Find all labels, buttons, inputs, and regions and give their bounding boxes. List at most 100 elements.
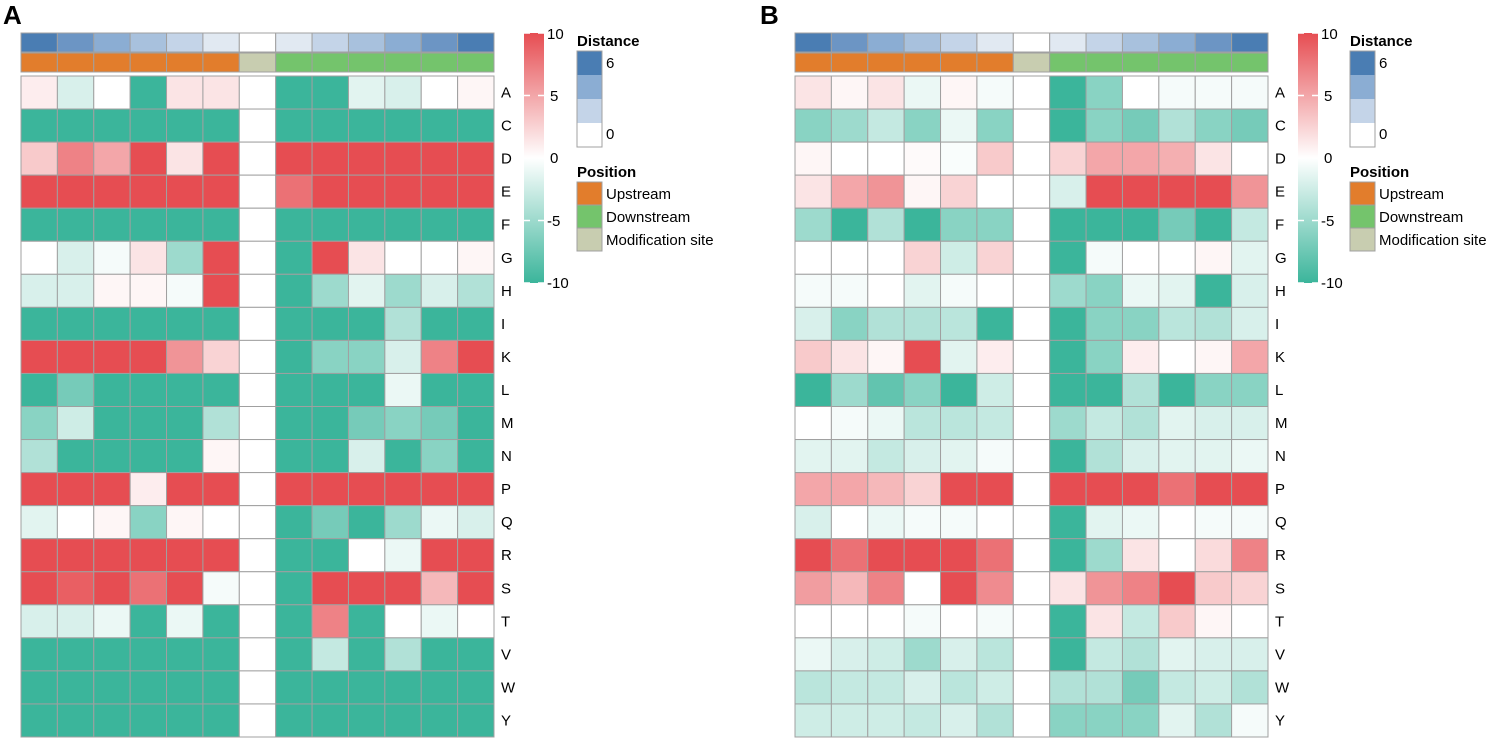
heatmap-cell	[20, 406, 58, 441]
heatmap-cell	[166, 273, 204, 308]
heatmap-cell	[867, 273, 905, 308]
row-label: Y	[501, 712, 511, 729]
heatmap-cell	[1085, 339, 1123, 374]
distance-swatch-2	[577, 99, 602, 123]
distance-annotation-cell	[166, 32, 204, 53]
position-annotation-cell	[1085, 52, 1123, 73]
heatmap-cell	[93, 372, 131, 408]
heatmap-cell	[56, 108, 95, 143]
heatmap-cell	[1049, 306, 1087, 341]
heatmap-cell	[238, 505, 277, 540]
heatmap-cell	[311, 174, 349, 209]
heatmap-cell	[940, 339, 978, 374]
heatmap-cell	[830, 174, 869, 209]
heatmap-cell	[311, 571, 349, 606]
distance-annotation-cell	[940, 32, 978, 53]
heatmap-cell	[238, 207, 277, 242]
row-label: T	[501, 613, 510, 630]
row-label: H	[501, 283, 512, 300]
heatmap-cell	[903, 637, 942, 672]
heatmap-cell	[93, 538, 131, 573]
heatmap-cell	[1231, 75, 1269, 110]
heatmap-cell	[1012, 538, 1051, 573]
row-label: Q	[1275, 514, 1287, 531]
heatmap-cell	[867, 406, 905, 441]
heatmap-cell	[1121, 604, 1160, 639]
heatmap-cell	[311, 339, 349, 374]
heatmap-cell	[903, 439, 942, 474]
heatmap-cell	[867, 439, 905, 474]
heatmap-cell	[56, 670, 95, 705]
distance-max-label: 6	[606, 55, 614, 72]
distance-annotation-cell	[457, 32, 495, 53]
heatmap-cell	[976, 670, 1014, 705]
heatmap-cell	[940, 207, 978, 242]
heatmap-cell	[275, 571, 313, 606]
heatmap-cell	[20, 306, 58, 341]
heatmap-cell	[457, 240, 495, 275]
heatmap-cell	[93, 207, 131, 242]
heatmap-cell	[347, 604, 386, 639]
row-label: V	[1275, 646, 1285, 663]
heatmap-cell	[1231, 505, 1269, 540]
heatmap-cell	[275, 174, 313, 209]
heatmap-cell	[1049, 670, 1087, 705]
row-label: G	[501, 250, 513, 267]
heatmap-cell	[238, 306, 277, 341]
upstream-swatch	[1349, 181, 1376, 206]
heatmap-cell	[420, 538, 459, 573]
heatmap-cell	[202, 174, 240, 209]
heatmap-cell	[1012, 75, 1051, 110]
heatmap-cell	[1121, 306, 1160, 341]
heatmap-cell	[420, 207, 459, 242]
heatmap-cell	[903, 339, 942, 374]
heatmap-cell	[940, 108, 978, 143]
heatmap-cell	[166, 472, 204, 507]
heatmap-cell	[1049, 339, 1087, 374]
heatmap-cell	[1085, 604, 1123, 639]
heatmap-cell	[129, 637, 168, 672]
heatmap-cell	[940, 439, 978, 474]
heatmap-cell	[20, 703, 58, 738]
heatmap-cell	[1121, 571, 1160, 606]
heatmap-cell	[794, 703, 832, 738]
heatmap-cell	[1085, 406, 1123, 441]
heatmap-cell	[1231, 273, 1269, 308]
heatmap-cell	[794, 108, 832, 143]
heatmap-cell	[1194, 670, 1233, 705]
heatmap-cell	[1085, 505, 1123, 540]
heatmap-cell	[129, 604, 168, 639]
heatmap-cell	[166, 240, 204, 275]
heatmap-cell	[830, 637, 869, 672]
heatmap-cell	[275, 637, 313, 672]
position-annotation-cell	[903, 52, 942, 73]
heatmap-cell	[1158, 75, 1196, 110]
heatmap-cell	[1158, 273, 1196, 308]
heatmap-cell	[347, 505, 386, 540]
row-label: W	[501, 679, 516, 696]
position-annotation-cell	[1012, 52, 1051, 73]
heatmap-cell	[940, 472, 978, 507]
heatmap-cell	[1158, 670, 1196, 705]
heatmap-cell	[20, 637, 58, 672]
heatmap-cell	[420, 670, 459, 705]
heatmap-cell	[457, 505, 495, 540]
heatmap-cell	[1085, 141, 1123, 176]
distance-swatch-0	[1350, 123, 1375, 147]
heatmap-cell	[420, 571, 459, 606]
row-label: D	[501, 151, 512, 168]
heatmap-cell	[1012, 240, 1051, 275]
row-label: N	[501, 448, 512, 465]
heatmap-cell	[1085, 472, 1123, 507]
heatmap-cell	[830, 604, 869, 639]
distance-annotation-cell	[1012, 32, 1051, 53]
heatmap-cell	[93, 75, 131, 110]
heatmap-cell	[420, 75, 459, 110]
panel-label-b: B	[760, 0, 779, 30]
heatmap-cell	[384, 703, 422, 738]
row-label: T	[1275, 613, 1284, 630]
heatmap-cell	[1231, 637, 1269, 672]
heatmap-cell	[830, 141, 869, 176]
